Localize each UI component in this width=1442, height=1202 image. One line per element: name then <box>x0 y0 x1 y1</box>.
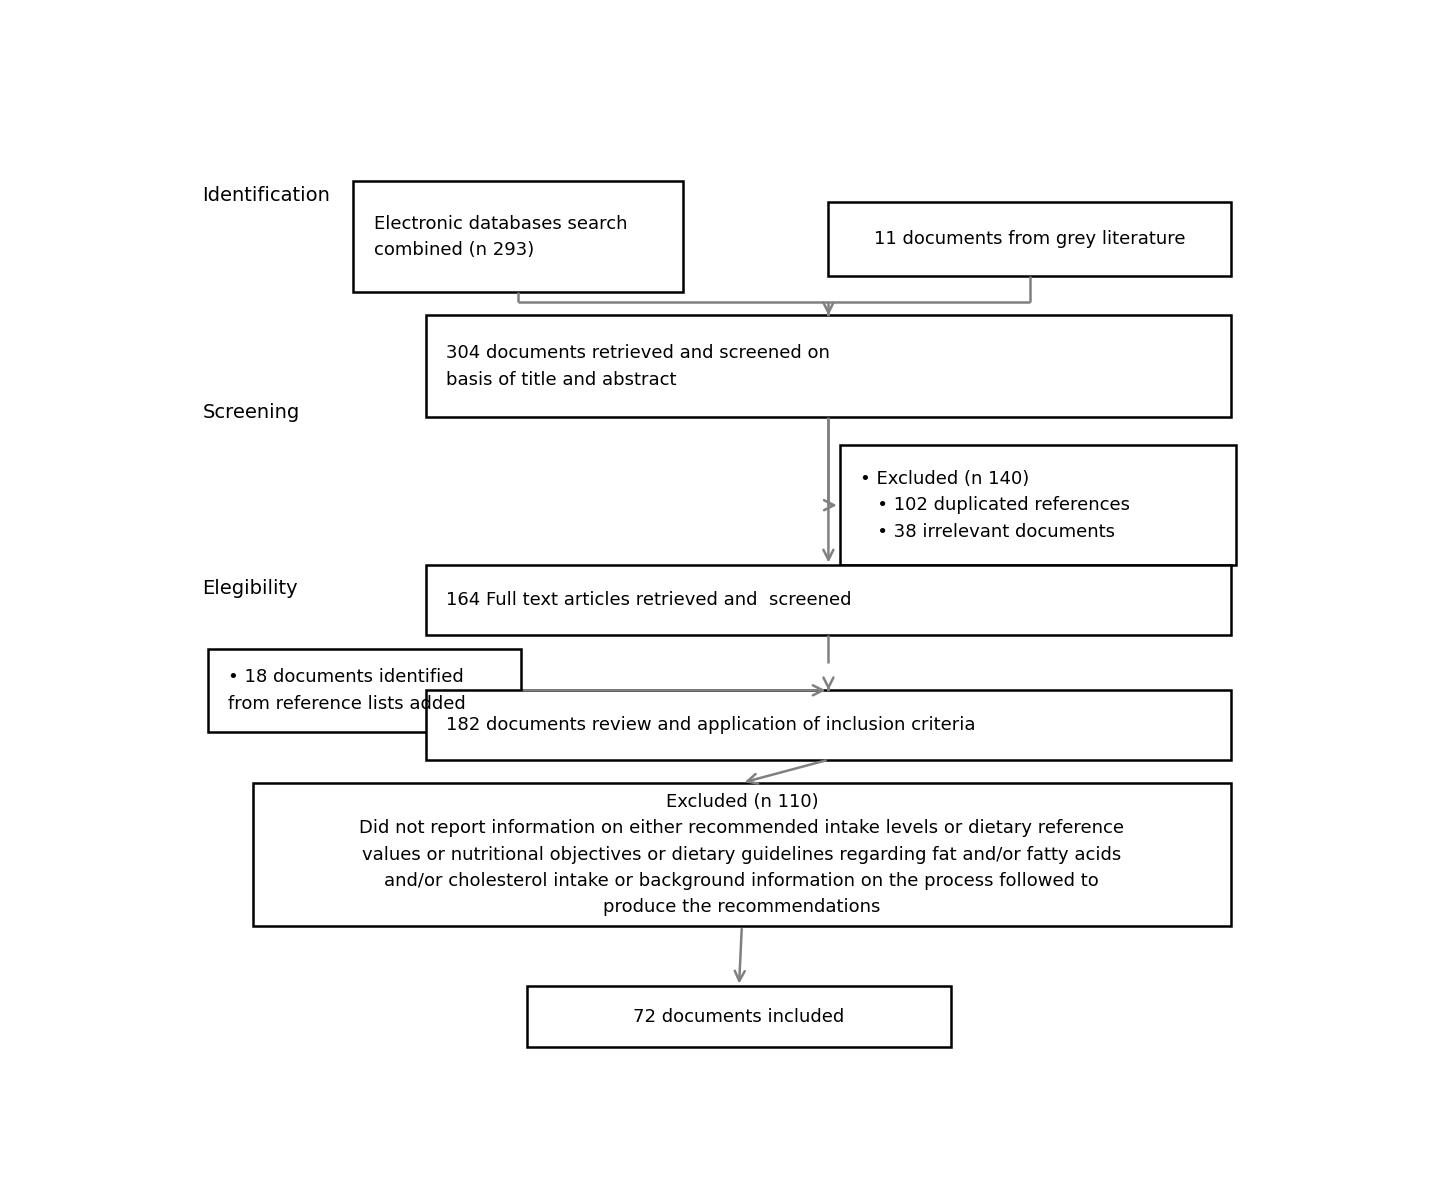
Text: • 18 documents identified
from reference lists added: • 18 documents identified from reference… <box>228 668 466 713</box>
FancyBboxPatch shape <box>252 783 1230 927</box>
Text: 72 documents included: 72 documents included <box>633 1007 845 1025</box>
FancyBboxPatch shape <box>828 202 1230 275</box>
FancyBboxPatch shape <box>353 182 684 292</box>
Text: Elegibility: Elegibility <box>202 579 298 599</box>
FancyBboxPatch shape <box>427 690 1230 760</box>
FancyBboxPatch shape <box>427 315 1230 417</box>
FancyBboxPatch shape <box>208 649 521 732</box>
FancyBboxPatch shape <box>526 987 952 1047</box>
Text: Electronic databases search
combined (n 293): Electronic databases search combined (n … <box>373 215 627 258</box>
Text: • Excluded (n 140)
   • 102 duplicated references
   • 38 irrelevant documents: • Excluded (n 140) • 102 duplicated refe… <box>859 470 1129 541</box>
Text: Excluded (n 110)
Did not report information on either recommended intake levels : Excluded (n 110) Did not report informat… <box>359 793 1125 916</box>
Text: 182 documents review and application of inclusion criteria: 182 documents review and application of … <box>446 716 976 734</box>
Text: 11 documents from grey literature: 11 documents from grey literature <box>874 230 1185 248</box>
Text: 304 documents retrieved and screened on
basis of title and abstract: 304 documents retrieved and screened on … <box>446 344 831 388</box>
FancyBboxPatch shape <box>427 565 1230 635</box>
FancyBboxPatch shape <box>839 445 1236 565</box>
Text: Screening: Screening <box>202 404 300 422</box>
Text: 164 Full text articles retrieved and  screened: 164 Full text articles retrieved and scr… <box>446 591 852 609</box>
Text: Identification: Identification <box>202 186 330 204</box>
